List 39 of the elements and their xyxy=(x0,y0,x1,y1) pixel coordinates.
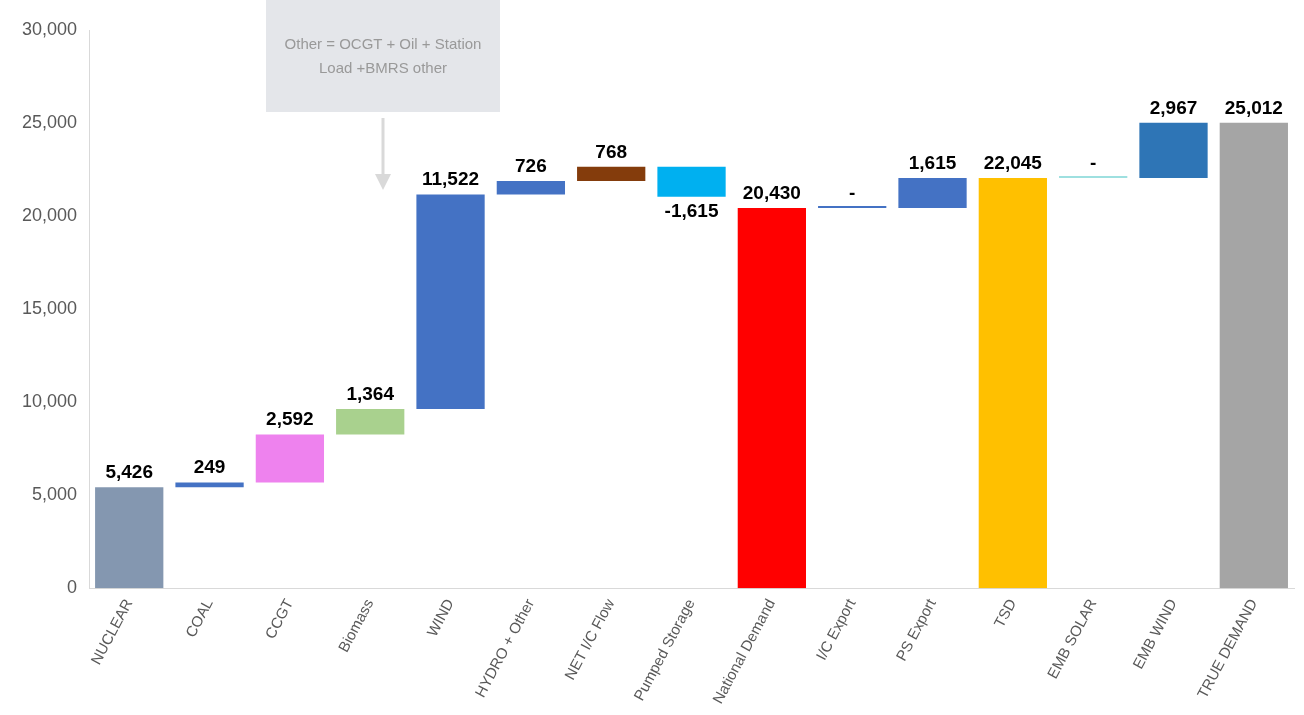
data-label: 20,430 xyxy=(742,181,801,203)
x-tick-label: TSD xyxy=(990,595,1020,631)
bar xyxy=(255,434,325,483)
data-label: - xyxy=(849,181,856,203)
data-label: 2,592 xyxy=(266,408,314,430)
data-label: 5,426 xyxy=(105,460,153,482)
data-label: 2,967 xyxy=(1149,96,1198,118)
bar xyxy=(978,178,1047,589)
data-label: 22,045 xyxy=(983,151,1043,173)
bar xyxy=(898,178,967,209)
data-label: 768 xyxy=(595,140,628,162)
bar xyxy=(416,194,485,410)
bar xyxy=(577,166,646,182)
callout-box: Other = OCGT + Oil + Station Load +BMRS other xyxy=(266,0,500,112)
bar xyxy=(1139,122,1208,179)
x-tick-label: NET I/C Flow xyxy=(560,595,618,683)
bar xyxy=(818,206,887,209)
bar xyxy=(496,181,566,195)
data-label: 249 xyxy=(193,456,226,478)
y-tick-label: 30,000 xyxy=(21,18,78,39)
bar xyxy=(336,409,405,435)
bar xyxy=(737,208,806,589)
data-label: 11,522 xyxy=(422,168,480,190)
data-label: 1,615 xyxy=(908,151,957,173)
bar xyxy=(657,166,726,197)
bar xyxy=(1219,122,1288,589)
y-tick-label: 5,000 xyxy=(32,484,78,505)
y-tick-label: 10,000 xyxy=(21,391,78,412)
data-label: 25,012 xyxy=(1224,96,1283,118)
bar xyxy=(95,487,164,589)
data-label: - xyxy=(1090,151,1097,173)
data-label: -1,615 xyxy=(664,199,719,221)
bar xyxy=(1059,176,1128,179)
y-tick-label: 20,000 xyxy=(21,205,78,226)
y-tick-label: 25,000 xyxy=(21,112,78,132)
y-tick-label: 15,000 xyxy=(21,298,78,319)
data-label: 1,364 xyxy=(346,382,395,404)
y-tick-label: 0 xyxy=(67,577,78,598)
data-label: 726 xyxy=(515,154,547,176)
